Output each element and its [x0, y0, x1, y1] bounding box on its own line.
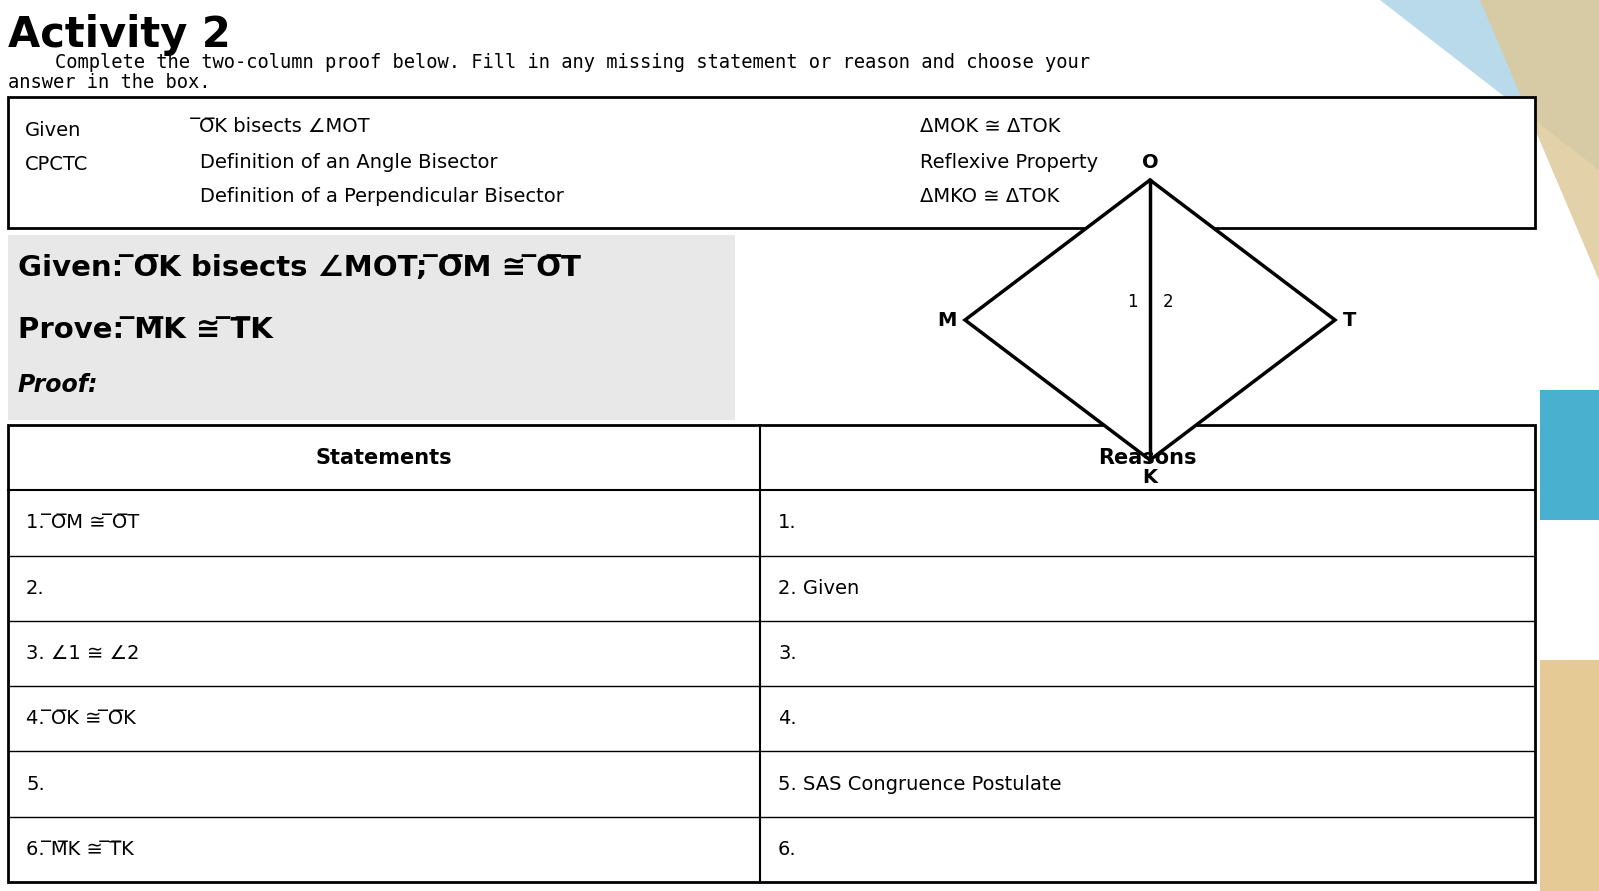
Text: 2.: 2.: [26, 579, 45, 598]
Polygon shape: [1540, 390, 1599, 520]
Text: 3.: 3.: [779, 644, 796, 663]
Text: Given: Given: [26, 120, 82, 140]
Text: Activity 2: Activity 2: [8, 14, 230, 56]
FancyBboxPatch shape: [8, 97, 1535, 228]
Text: Proof:: Proof:: [18, 373, 99, 397]
Text: M: M: [937, 310, 956, 330]
Text: 1.: 1.: [779, 513, 796, 533]
Text: ΔMOK ≅ ΔTOK: ΔMOK ≅ ΔTOK: [919, 118, 1060, 136]
FancyBboxPatch shape: [8, 425, 1535, 882]
Text: 1. ̅O̅M ≅ ̅O̅T: 1. ̅O̅M ≅ ̅O̅T: [26, 513, 139, 533]
Text: CPCTC: CPCTC: [26, 156, 88, 175]
Text: 3. ∠1 ≅ ∠2: 3. ∠1 ≅ ∠2: [26, 644, 139, 663]
Polygon shape: [966, 180, 1335, 460]
Text: Given: ̅O̅K bisects ∠MOT; ̅O̅M ≅ ̅O̅T: Given: ̅O̅K bisects ∠MOT; ̅O̅M ≅ ̅O̅T: [18, 254, 580, 282]
Polygon shape: [1380, 0, 1599, 170]
Polygon shape: [1540, 660, 1599, 891]
Text: answer in the box.: answer in the box.: [8, 72, 211, 92]
Text: Statements: Statements: [315, 447, 453, 468]
Text: K: K: [1143, 468, 1158, 487]
Text: 6. ̅M̅K ≅ ̅T̅K: 6. ̅M̅K ≅ ̅T̅K: [26, 840, 134, 859]
Text: Complete the two-column proof below. Fill in any missing statement or reason and: Complete the two-column proof below. Fil…: [54, 53, 1091, 71]
Polygon shape: [1481, 0, 1599, 280]
Text: Reflexive Property: Reflexive Property: [919, 152, 1099, 171]
Text: 5.: 5.: [26, 774, 45, 794]
Text: Definition of a Perpendicular Bisector: Definition of a Perpendicular Bisector: [200, 187, 564, 207]
FancyBboxPatch shape: [8, 235, 736, 420]
Text: ̅O̅K bisects ∠MOT: ̅O̅K bisects ∠MOT: [200, 118, 371, 136]
Text: 2. Given: 2. Given: [779, 579, 859, 598]
Text: ΔMKO ≅ ΔTOK: ΔMKO ≅ ΔTOK: [919, 187, 1059, 207]
Text: 1: 1: [1127, 293, 1137, 311]
Text: 2: 2: [1162, 293, 1174, 311]
Text: 6.: 6.: [779, 840, 796, 859]
Text: 5. SAS Congruence Postulate: 5. SAS Congruence Postulate: [779, 774, 1062, 794]
Text: 4. ̅O̅K ≅ ̅O̅K: 4. ̅O̅K ≅ ̅O̅K: [26, 709, 136, 728]
Text: Definition of an Angle Bisector: Definition of an Angle Bisector: [200, 152, 497, 171]
Text: O: O: [1142, 153, 1158, 172]
Text: 4.: 4.: [779, 709, 796, 728]
Text: T: T: [1343, 310, 1356, 330]
Text: Reasons: Reasons: [1099, 447, 1196, 468]
Text: Prove: ̅M̅K ≅ ̅T̅K: Prove: ̅M̅K ≅ ̅T̅K: [18, 316, 273, 344]
